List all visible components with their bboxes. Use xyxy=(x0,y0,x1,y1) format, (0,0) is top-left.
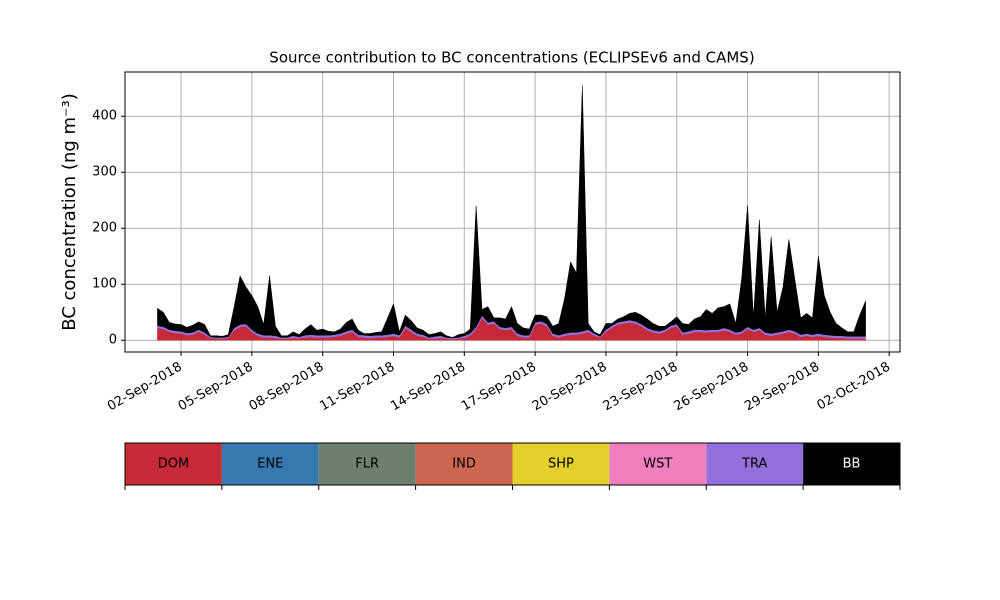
legend-label: IND xyxy=(452,457,476,472)
legend-swatch xyxy=(512,443,610,485)
area-bb xyxy=(157,85,866,339)
x-tick-label: 17-Sep-2018 xyxy=(459,360,539,415)
legend-swatch xyxy=(706,443,804,485)
x-tick-label: 20-Sep-2018 xyxy=(530,360,610,415)
x-tick-label: 14-Sep-2018 xyxy=(388,360,468,415)
plot-frame xyxy=(124,71,901,353)
y-tick-label: 100 xyxy=(92,277,117,292)
y-tick-label: 400 xyxy=(92,109,117,124)
legend-frame xyxy=(124,442,901,486)
legend-label: BB xyxy=(843,457,861,472)
x-tick-label: 05-Sep-2018 xyxy=(176,360,256,415)
y-axis-label: BC concentration (ng m⁻³) xyxy=(59,93,80,331)
plot-area: 0 100 200 300 400 02-Sep-201805-Sep-201808-Se… xyxy=(92,71,901,415)
legend-swatch xyxy=(318,443,416,485)
legend-label: FLR xyxy=(355,457,379,472)
x-tick-label: 08-Sep-2018 xyxy=(247,360,327,415)
x-tick-label: 02-Oct-2018 xyxy=(815,360,893,414)
x-tick-label: 23-Sep-2018 xyxy=(601,360,681,415)
x-tick-label: 02-Sep-2018 xyxy=(105,360,185,415)
legend-label: SHP xyxy=(548,457,574,472)
chart-title: Source contribution to BC concentrations… xyxy=(269,49,754,67)
y-tick-label: 200 xyxy=(92,221,117,236)
legend-label: TRA xyxy=(741,457,767,472)
legend-swatch xyxy=(415,443,513,485)
legend: DOM ENE FLR IND SHP WST TRA BB xyxy=(124,442,901,490)
legend-swatch xyxy=(803,443,900,485)
legend-label: DOM xyxy=(158,457,189,472)
y-tick-label: 300 xyxy=(92,165,117,180)
x-tick-label: 29-Sep-2018 xyxy=(742,360,822,415)
legend-swatch xyxy=(125,443,222,485)
x-tick-label: 11-Sep-2018 xyxy=(317,360,397,415)
legend-swatch xyxy=(221,443,319,485)
y-tick-label: 0 xyxy=(109,333,117,348)
x-tick-label: 26-Sep-2018 xyxy=(671,360,751,415)
legend-label: ENE xyxy=(257,457,283,472)
legend-label: WST xyxy=(643,457,672,472)
legend-swatch xyxy=(609,443,707,485)
